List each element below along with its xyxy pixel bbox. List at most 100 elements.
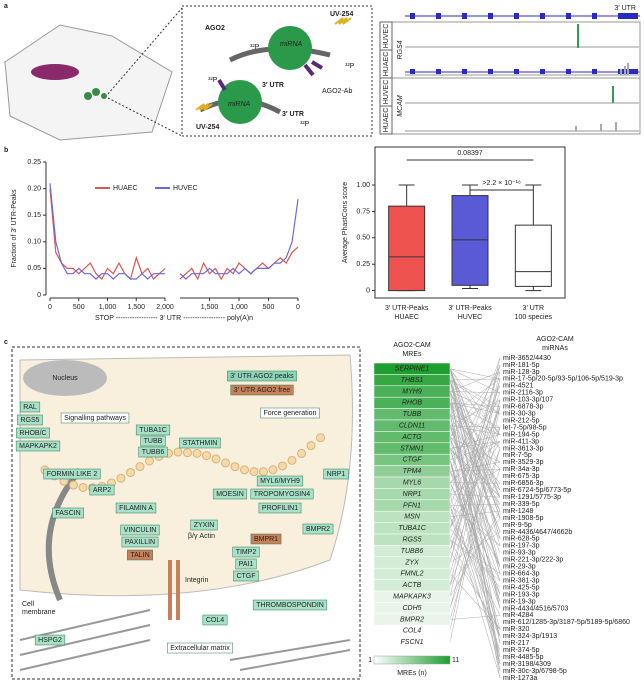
protein-label-box [52,507,84,519]
connector [449,392,501,517]
track-frame [379,21,641,79]
peak [575,126,577,131]
bead [268,465,278,475]
connector [449,379,501,435]
connector [449,531,501,563]
mirna-label: miR-324-3p/1913 [503,633,557,640]
bead [259,467,268,477]
protein-label-box [17,414,43,426]
ago2-protein [218,80,262,124]
protein-label-box [202,614,228,626]
protein-label-box [232,546,260,558]
protein-label: PAI1 [239,561,254,568]
connector [449,368,501,394]
y-tick-label: 0.10 [27,239,41,246]
mirna-label: miR-34a-3p [503,466,540,473]
connector [449,357,501,495]
series-line [49,188,166,281]
protein-label-box [212,488,248,500]
connector [449,371,501,586]
bead [173,447,183,457]
mirna-label: miR-212-5p [503,417,540,424]
uv-label: UV-254 [330,11,353,18]
connector [449,378,501,381]
gene-label: COL4 [403,628,421,635]
gene-label: FSCN1 [401,639,424,646]
protein-label-box [256,475,304,487]
mirna-header: AGO2-CAM [536,336,574,343]
connector [449,399,501,426]
y-tick-label: 0.20 [27,185,41,192]
bead [202,451,211,461]
colorbar-label: MREs (n) [397,670,427,677]
gene-label: SERPINE1 [395,366,430,373]
uv-label: UV-254 [196,124,219,131]
mirna-label: miR-103-3p/107 [503,397,553,404]
mirna-label: miRNA [228,101,250,108]
track-utr-label: 3′ UTR [614,5,636,12]
connector [449,378,501,563]
protein-label-box [115,502,157,514]
protein-label: TUBA1C [139,427,167,434]
annotation: 0.08397 [457,150,482,157]
row-label-box [379,105,393,135]
peak [627,63,629,75]
uv-bolt [334,17,352,25]
gene-label: RHOB [402,400,423,407]
protein-label: TIMP2 [236,549,257,556]
mirna-label: miR-9-5p [503,522,532,529]
mirna-label: miR-217 [503,640,530,647]
mirna-label: miR-628-5p [503,536,540,543]
protein-label: ARP2 [93,487,111,494]
peak [620,69,622,75]
connector [449,448,501,505]
x-tick-label: 0 [48,304,52,311]
connector [449,425,501,602]
bead [116,473,126,483]
ago2-protein [268,26,312,70]
connector [449,437,501,567]
connector [449,505,501,679]
protein-label-box [323,468,349,480]
granules [84,88,107,100]
x-tick-label: 3′ UTR-Peaks [385,305,429,312]
exon [592,13,597,19]
connector [449,462,501,472]
mirna-label: miR-1273a [503,675,537,682]
gene-label: MYL6 [403,480,421,487]
protein-label-box [233,570,259,582]
mirna-label: miR-4434/4516/5703 [503,605,568,612]
connector [449,493,501,498]
box [388,205,426,292]
box [451,195,489,286]
y-tick-label: 1.00 [356,182,370,189]
gene-name: MCAM [397,95,404,117]
legend-peaks: 3′ UTR AGO2 peaks [230,373,294,380]
exon [410,69,415,75]
protein-label-box [138,446,168,458]
mirna-label: miR-2116-3p [503,390,543,397]
protein-label-box [135,424,171,436]
connector [449,402,501,428]
bead [240,465,249,475]
protein-label: ZYXIN [194,522,215,529]
exon [540,13,545,19]
connector [449,482,501,484]
mirna-label: miR-19-3p [503,598,536,605]
p32-label: ³²P [250,44,260,51]
protein-label-box [250,488,314,500]
connector [449,385,501,438]
protein-label-box [258,502,302,514]
series-line [49,183,165,280]
connector [449,494,501,665]
mirna-label: miR-425-5p [503,584,540,591]
mirna-label: miR-6878-3p [503,404,544,411]
connector [449,441,501,449]
x-tick-label: 0 [296,304,300,311]
peak [612,86,614,103]
mirna-label: let-7-5p/98-5p [503,424,547,431]
protein-label-box [43,468,101,480]
connector [449,357,501,563]
x-tick-label: HUAEC [394,314,419,321]
exon [540,69,545,75]
